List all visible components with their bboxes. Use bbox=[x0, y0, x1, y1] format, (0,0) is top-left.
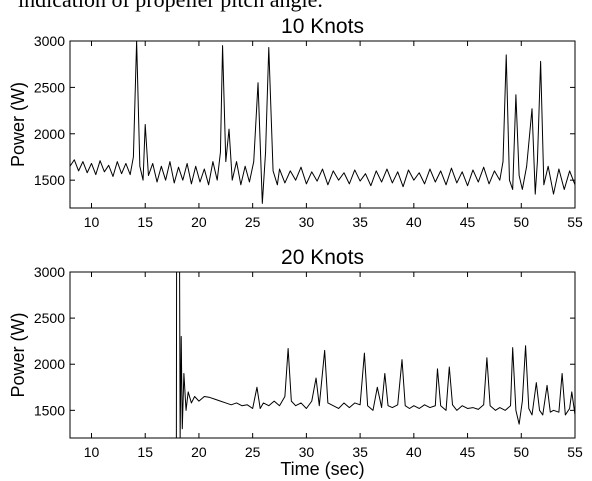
x-tick-label: 30 bbox=[299, 444, 315, 460]
y-tick-label: 1500 bbox=[34, 402, 65, 418]
y-tick-label: 2500 bbox=[34, 310, 65, 326]
x-tick-label: 40 bbox=[406, 444, 422, 460]
x-tick-label: 45 bbox=[460, 214, 476, 230]
x-tick-label: 35 bbox=[352, 214, 368, 230]
x-tick-label: 20 bbox=[191, 214, 207, 230]
y-axis-label: Power (W) bbox=[8, 82, 28, 167]
y-tick-label: 3000 bbox=[34, 264, 65, 280]
x-tick-label: 10 bbox=[84, 214, 100, 230]
x-tick-label: 15 bbox=[137, 214, 153, 230]
caption: indication of propeller pitch angle. bbox=[18, 0, 323, 12]
x-tick-label: 30 bbox=[299, 214, 315, 230]
y-tick-label: 2000 bbox=[34, 356, 65, 372]
plot-frame bbox=[69, 40, 576, 209]
x-tick-label: 55 bbox=[567, 214, 583, 230]
chart-title: 10 Knots bbox=[281, 15, 364, 38]
x-tick-label: 15 bbox=[137, 444, 153, 460]
x-tick-label: 25 bbox=[245, 444, 261, 460]
power-line bbox=[70, 41, 575, 204]
x-tick-label: 45 bbox=[460, 444, 476, 460]
power-line bbox=[175, 272, 575, 438]
chart-panel: 10 Knots Power (W) 10 15 20 25 30 35 40 45 50 55 150… bbox=[8, 15, 583, 230]
plot-frame bbox=[69, 271, 576, 439]
y-tick-label: 1500 bbox=[34, 172, 65, 188]
x-tick-label: 10 bbox=[84, 444, 100, 460]
chart-title: 20 Knots bbox=[281, 246, 364, 269]
x-tick-label: 50 bbox=[513, 444, 529, 460]
y-tick-label: 3000 bbox=[34, 33, 65, 49]
chart-panel: 20 Knots Power (W) Time (sec) 10 15 20 25 30 35 4… bbox=[8, 246, 583, 479]
y-tick-label: 2500 bbox=[34, 79, 65, 95]
x-tick-label: 55 bbox=[567, 444, 583, 460]
x-tick-label: 20 bbox=[191, 444, 207, 460]
x-tick-label: 40 bbox=[406, 214, 422, 230]
y-tick-label: 2000 bbox=[34, 126, 65, 142]
y-axis-label: Power (W) bbox=[8, 313, 28, 398]
x-tick-label: 25 bbox=[245, 214, 261, 230]
x-tick-label: 50 bbox=[513, 214, 529, 230]
x-axis-label: Time (sec) bbox=[280, 459, 364, 479]
x-tick-label: 35 bbox=[352, 444, 368, 460]
